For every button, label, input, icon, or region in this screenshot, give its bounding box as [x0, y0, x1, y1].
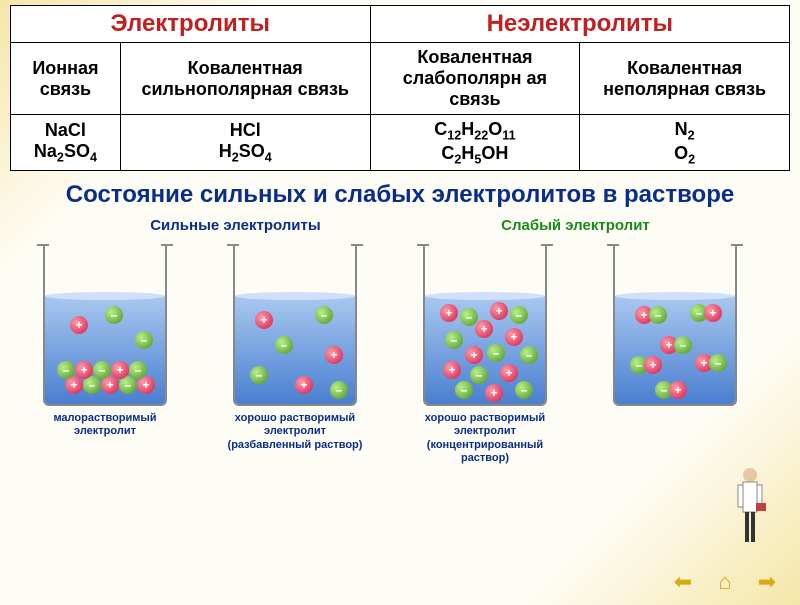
beaker-caption-0: малорастворимый электролит [35, 412, 175, 465]
nav-forward-button[interactable]: ➡ [749, 567, 785, 597]
sub-strong-polar: Ковалентная сильнополярная связь [120, 43, 370, 115]
legend-weak: Слабый электролит [501, 217, 650, 234]
beaker-caption-1: хорошо растворимый электролит (разбавлен… [225, 412, 365, 465]
beaker-2: +–+–+–++––+–+–+– [415, 246, 555, 406]
nav-back-button[interactable]: ⬅ [665, 567, 701, 597]
sub-ionic: Ионная связь [11, 43, 121, 115]
legend-strong: Сильные электролиты [150, 217, 320, 234]
diagram-title: Состояние сильных и слабых электролитов … [0, 181, 800, 209]
bond-table: Электролиты Неэлектролиты Ионная связь К… [10, 5, 790, 171]
legend: Сильные электролиты Слабый электролит [0, 217, 800, 234]
beakers-row: +–+–+–+–+–+–– +––+–+– +–+–+–++––+–+–+– +––+… [0, 246, 800, 406]
header-electrolytes: Электролиты [11, 6, 371, 43]
person-illustration [730, 465, 770, 555]
beaker-caption-2: хорошо растворимый электролит (концентри… [415, 412, 555, 465]
captions-row: малорастворимый электролит хорошо раствор… [0, 412, 800, 465]
ex-nonpolar: N2 O2 [580, 115, 790, 171]
ex-ionic: NaCl Na2SO4 [11, 115, 121, 171]
beaker-1: +––+–+– [225, 246, 365, 406]
sub-weak-polar: Ковалентная слабополярн ая связь [370, 43, 580, 115]
sub-nonpolar: Ковалентная неполярная связь [580, 43, 790, 115]
nav-home-button[interactable]: ⌂ [707, 567, 743, 597]
beaker-0: +–+–+–+–+–+–– [35, 246, 175, 406]
beaker-caption-3 [605, 412, 745, 465]
nav-buttons: ⬅ ⌂ ➡ [665, 567, 785, 597]
header-nonelectrolytes: Неэлектролиты [370, 6, 789, 43]
ex-weak: C12H22O11 C2H5OH [370, 115, 580, 171]
ex-strong: HCl H2SO4 [120, 115, 370, 171]
beaker-3: +––++––++––+ [605, 246, 745, 406]
